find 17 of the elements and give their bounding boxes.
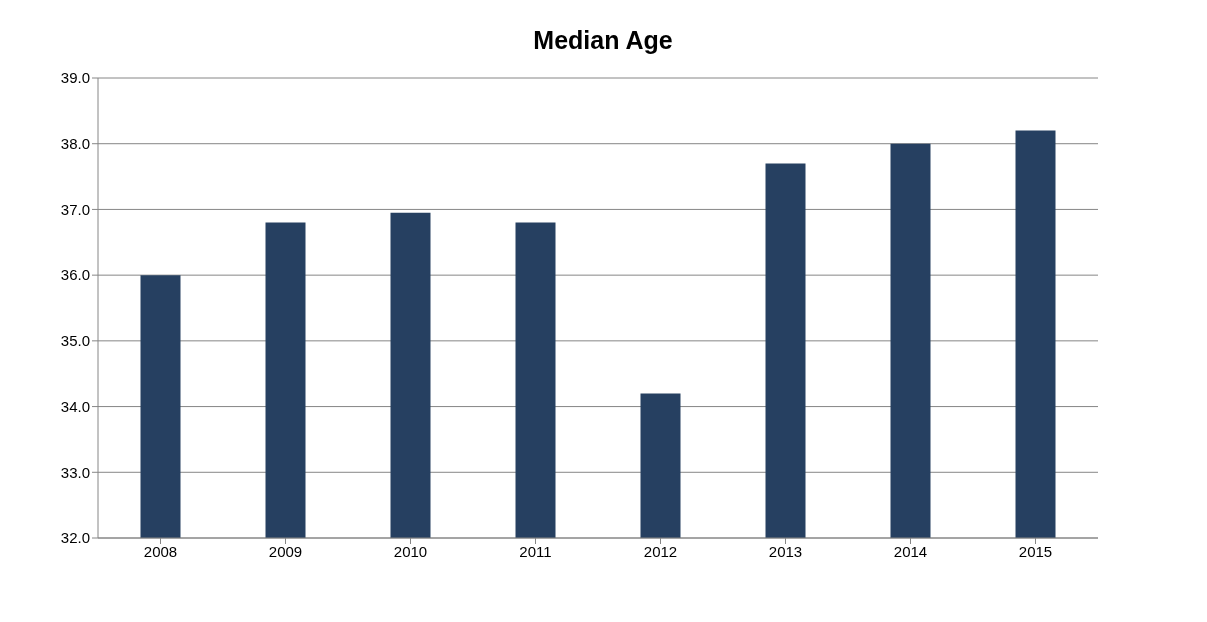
y-tick-label: 36.0 — [60, 266, 90, 284]
x-tick-label: 2009 — [268, 542, 303, 560]
x-tick-label: 2011 — [519, 542, 552, 560]
y-tick-label: 37.0 — [60, 200, 90, 218]
y-tick-label: 34.0 — [60, 397, 90, 415]
x-tick-label: 2008 — [143, 542, 178, 560]
y-tick-label: 39.0 — [60, 69, 90, 87]
chart-title: Median Age — [532, 25, 674, 56]
x-tick-label: 2012 — [643, 542, 678, 560]
x-tick-label: 2014 — [893, 542, 928, 560]
y-tick-label: 33.0 — [60, 463, 90, 481]
y-tick-label: 38.0 — [60, 135, 90, 153]
x-tick-label: 2015 — [1018, 542, 1053, 560]
x-tick-label: 2013 — [768, 542, 803, 560]
y-tick-label: 35.0 — [60, 332, 90, 350]
x-tick-label: 2010 — [393, 542, 428, 560]
y-tick-label: 32.0 — [60, 529, 90, 547]
